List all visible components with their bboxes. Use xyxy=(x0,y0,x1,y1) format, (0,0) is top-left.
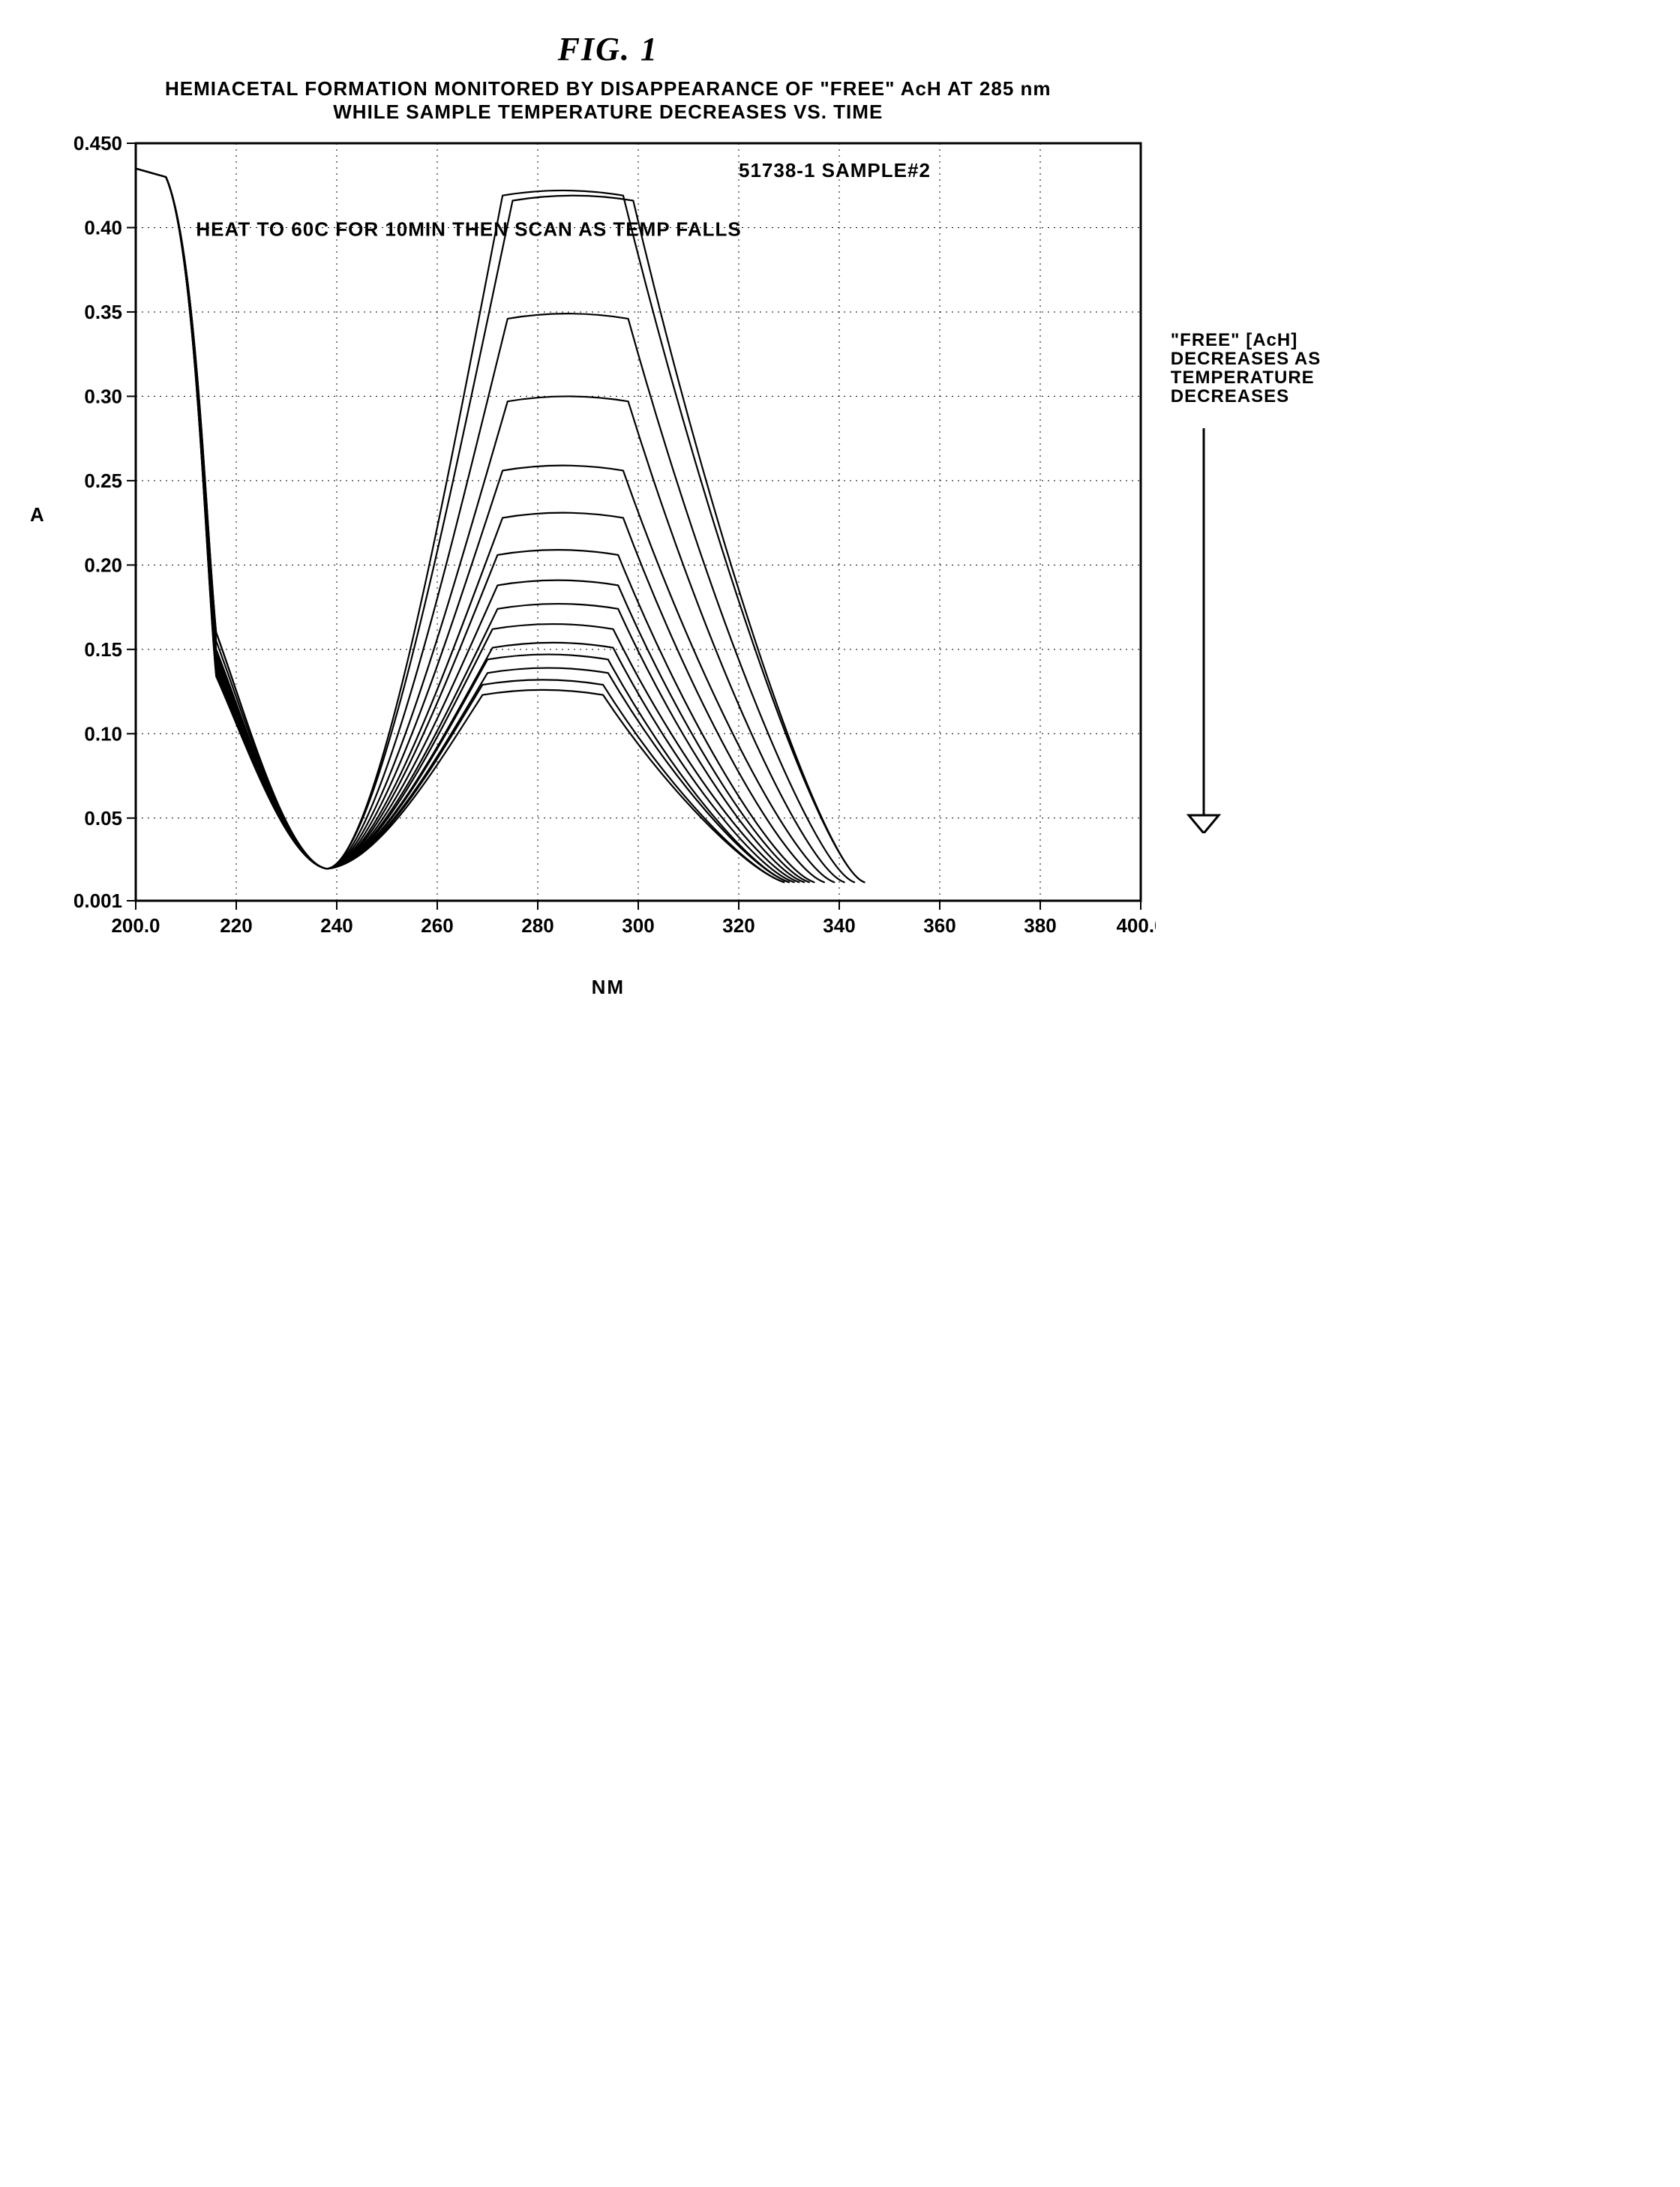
chart-svg: 200.0 220 240 260 280 300 320 340 360 380 400.0 0.0… xyxy=(61,136,1156,946)
x-axis-label: NM xyxy=(592,976,625,999)
svg-text:0.10: 0.10 xyxy=(84,722,122,745)
svg-text:360: 360 xyxy=(923,914,956,937)
svg-text:0.450: 0.450 xyxy=(74,136,122,154)
svg-text:300: 300 xyxy=(622,914,654,937)
svg-text:0.30: 0.30 xyxy=(84,385,122,407)
svg-text:400.0: 400.0 xyxy=(1116,914,1156,937)
title-line-1: HEMIACETAL FORMATION MONITORED BY DISAPP… xyxy=(165,77,1051,100)
svg-text:380: 380 xyxy=(1024,914,1056,937)
down-arrow-icon xyxy=(1186,428,1222,833)
svg-text:0.05: 0.05 xyxy=(84,807,122,830)
figure-label: FIG. 1 xyxy=(558,30,658,68)
right-column: "FREE" [AcH] DECREASES AS TEMPERATURE DE… xyxy=(1171,331,1321,834)
svg-text:0.35: 0.35 xyxy=(84,301,122,323)
svg-text:280: 280 xyxy=(521,914,554,937)
svg-text:220: 220 xyxy=(220,914,252,937)
y-axis-label: A xyxy=(30,503,46,526)
y-axis-label-wrap: A xyxy=(30,503,46,526)
side-note-line: DECREASES xyxy=(1171,387,1321,406)
svg-text:0.15: 0.15 xyxy=(84,638,122,661)
svg-text:0.40: 0.40 xyxy=(84,216,122,238)
side-note-line: DECREASES AS xyxy=(1171,350,1321,368)
svg-text:HEAT TO 60C FOR 10MIN THEN SCA: HEAT TO 60C FOR 10MIN THEN SCAN AS TEMP … xyxy=(196,218,741,241)
plot-wrap: 200.0 220 240 260 280 300 320 340 360 380 400.0 0.0… xyxy=(61,136,1156,946)
title-line-2: WHILE SAMPLE TEMPERATURE DECREASES VS. T… xyxy=(165,100,1051,124)
svg-text:260: 260 xyxy=(421,914,453,937)
svg-text:0.20: 0.20 xyxy=(84,554,122,576)
svg-text:0.001: 0.001 xyxy=(74,890,122,912)
side-note: "FREE" [AcH] DECREASES AS TEMPERATURE DE… xyxy=(1171,331,1321,406)
svg-text:51738-1 SAMPLE#2: 51738-1 SAMPLE#2 xyxy=(739,159,931,182)
title-block: HEMIACETAL FORMATION MONITORED BY DISAPP… xyxy=(165,77,1051,124)
figure-container: A FIG. 1 HEMIACETAL FORMATION MONITORED … xyxy=(30,30,1650,999)
svg-text:320: 320 xyxy=(722,914,754,937)
svg-text:0.25: 0.25 xyxy=(84,470,122,492)
chart-column: FIG. 1 HEMIACETAL FORMATION MONITORED BY… xyxy=(61,30,1156,999)
side-note-line: TEMPERATURE xyxy=(1171,368,1321,387)
svg-text:200.0: 200.0 xyxy=(111,914,160,937)
side-note-line: "FREE" [AcH] xyxy=(1171,331,1321,350)
svg-text:340: 340 xyxy=(823,914,855,937)
svg-text:240: 240 xyxy=(320,914,352,937)
